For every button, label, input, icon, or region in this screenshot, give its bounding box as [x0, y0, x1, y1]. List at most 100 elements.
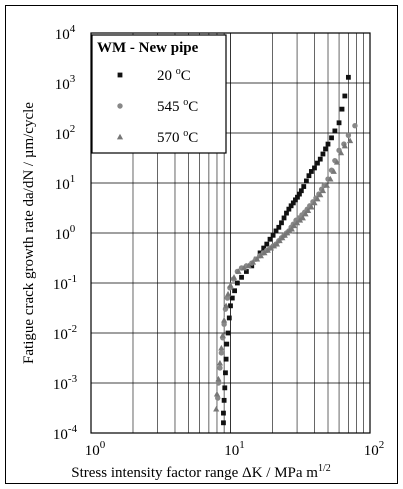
y-tick-label: 10-1: [53, 273, 77, 293]
data-point: [308, 169, 314, 174]
data-point: [257, 252, 264, 259]
legend-title: WM - New pipe: [97, 40, 199, 56]
legend: WM - New pipe 20 oC 545 oC 570 oC: [91, 34, 227, 154]
y-tick-label: 103: [55, 73, 76, 93]
legend-marker: [117, 72, 123, 78]
data-point: [320, 151, 326, 157]
tick-labels: 10-4 10-3 10-2 10-1 100 101 102 103 104 100 101 102: [53, 23, 384, 459]
data-point: [323, 146, 328, 152]
data-point: [225, 330, 231, 336]
data-point: [352, 122, 358, 129]
x-tick-label: 100: [85, 439, 106, 459]
legend-marker: [116, 133, 124, 140]
data-point: [257, 250, 263, 256]
data-point: [215, 395, 221, 401]
data-point: [223, 370, 228, 376]
data-point: [281, 215, 287, 221]
data-point: [293, 197, 298, 203]
data-point: [230, 274, 238, 280]
data-point: [267, 236, 273, 242]
data-point: [221, 321, 227, 327]
data-point: [342, 93, 348, 99]
data-point: [216, 359, 224, 366]
data-point: [273, 240, 280, 247]
data-point: [288, 203, 294, 209]
y-tick-label: 102: [55, 123, 76, 143]
data-point: [298, 188, 304, 194]
data-point: [221, 420, 226, 426]
x-axis-title: Stress intensity factor range ΔK / MPa m…: [71, 463, 330, 481]
data-point: [314, 195, 321, 202]
data-point: [341, 142, 348, 149]
data-point: [308, 203, 315, 210]
data-point: [311, 199, 318, 206]
data-point: [219, 332, 226, 338]
data-point: [305, 207, 312, 214]
legend-entry-label: 545 oC: [157, 97, 198, 115]
data-points: [213, 74, 358, 426]
data-point: [224, 341, 230, 347]
data-point: [232, 288, 237, 294]
data-point: [329, 135, 334, 141]
data-point: [249, 259, 257, 265]
data-point: [243, 269, 249, 274]
data-point: [295, 194, 300, 200]
data-point: [301, 184, 307, 189]
data-point: [228, 303, 233, 309]
y-tick-label: 10-2: [53, 323, 77, 343]
data-point: [312, 165, 317, 171]
data-point: [213, 390, 221, 397]
data-point: [264, 247, 271, 253]
data-point: [270, 232, 276, 238]
data-point: [261, 245, 267, 251]
data-point: [306, 173, 312, 179]
data-point: [332, 128, 338, 134]
legend-entry-label: 570 oC: [157, 128, 198, 146]
data-point: [279, 220, 284, 226]
data-point: [284, 210, 289, 216]
data-point: [221, 317, 228, 323]
data-point: [234, 280, 240, 286]
data-point: [249, 263, 255, 269]
data-point: [261, 249, 268, 256]
data-point: [270, 242, 278, 249]
data-point: [223, 302, 230, 309]
data-point: [229, 295, 235, 301]
data-point: [253, 255, 261, 262]
data-point: [345, 132, 352, 138]
legend-marker: [117, 103, 123, 109]
y-tick-label: 100: [55, 223, 76, 243]
data-point: [240, 264, 248, 271]
data-point: [345, 74, 351, 80]
data-point: [224, 290, 232, 297]
data-point: [330, 168, 337, 174]
data-point: [221, 397, 227, 403]
y-tick-label: 10-3: [53, 373, 78, 393]
y-tick-label: 104: [55, 23, 76, 43]
figure-frame: [5, 5, 398, 484]
data-point: [303, 178, 309, 184]
data-point: [290, 222, 298, 229]
data-point: [319, 187, 327, 194]
data-point: [290, 200, 296, 206]
data-point: [227, 282, 234, 288]
data-point: [276, 224, 282, 230]
plot-area: [90, 32, 371, 434]
x-axis-title-main: Stress intensity factor range ΔK / MPa m: [71, 465, 318, 481]
data-point: [288, 225, 295, 232]
data-point: [215, 380, 222, 386]
data-point: [333, 159, 341, 165]
data-point: [245, 262, 252, 269]
data-point: [217, 365, 223, 371]
data-point: [267, 244, 275, 251]
data-point: [224, 295, 231, 301]
y-axis-title: Fatigue crack growth rate da/dN / µm/cyc…: [21, 102, 37, 364]
legend-entry-label: 20 oC: [157, 66, 191, 84]
data-point: [302, 210, 309, 217]
x-tick-label: 102: [364, 439, 385, 459]
data-point: [315, 160, 320, 166]
data-point: [264, 241, 270, 247]
data-point: [317, 156, 323, 162]
series-3: [213, 137, 354, 412]
